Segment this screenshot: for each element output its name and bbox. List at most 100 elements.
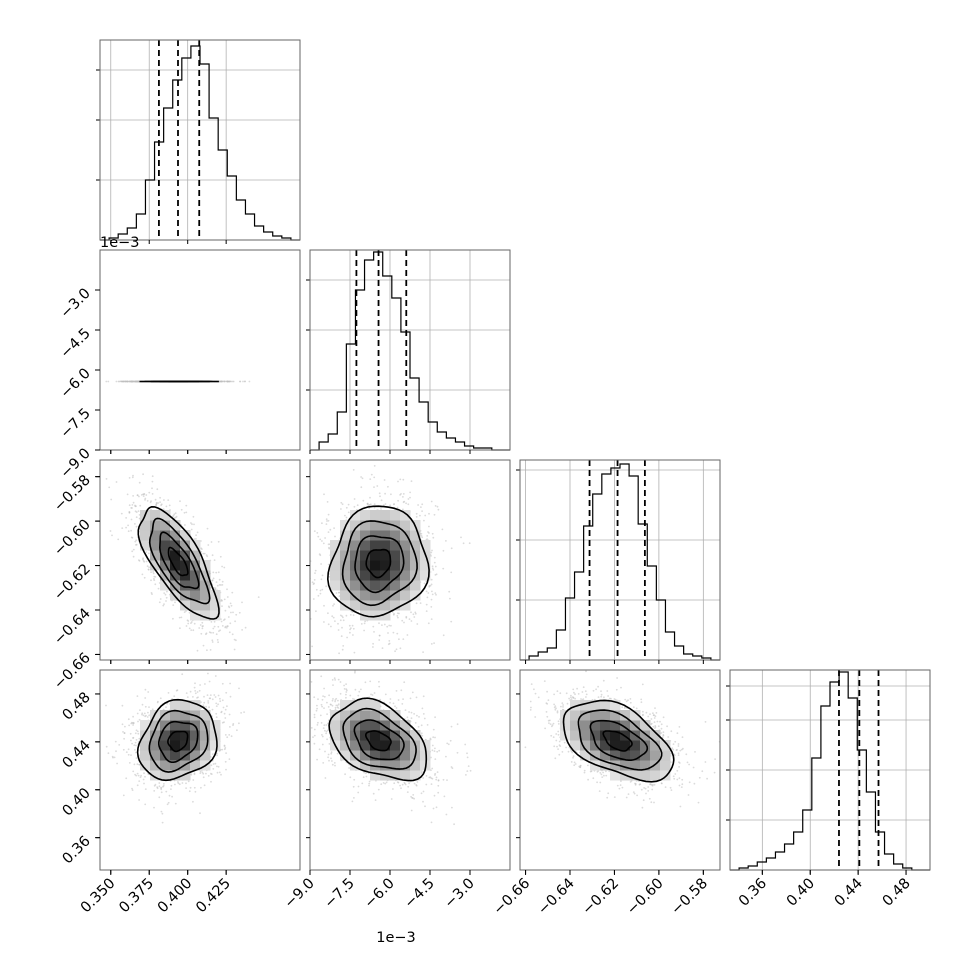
scatter-panel-1-2 — [309, 459, 511, 661]
sample-point — [330, 625, 332, 628]
sample-point — [221, 380, 224, 383]
sample-point — [430, 618, 433, 620]
sample-point — [212, 577, 215, 580]
sample-point — [352, 469, 355, 471]
density-cell — [400, 540, 411, 551]
sample-point — [147, 552, 150, 555]
sample-point — [318, 553, 321, 555]
sample-point — [342, 619, 345, 622]
sample-point — [425, 590, 428, 593]
sample-point — [431, 549, 433, 552]
sample-point — [396, 506, 399, 509]
sample-point — [221, 580, 224, 583]
sample-point — [212, 763, 215, 765]
sample-point — [428, 532, 430, 534]
sample-point — [210, 587, 212, 589]
sample-point — [423, 519, 425, 522]
sample-point — [224, 609, 227, 612]
sample-point — [150, 592, 153, 594]
density-cell — [200, 580, 211, 591]
contour-line-level-1 — [158, 531, 200, 590]
sample-point — [200, 632, 203, 635]
sample-point — [158, 601, 161, 604]
sample-point — [403, 621, 405, 624]
sample-point — [431, 532, 434, 535]
sample-point — [326, 501, 329, 503]
sample-point — [426, 535, 429, 537]
sample-point — [193, 523, 195, 526]
sample-point — [142, 714, 145, 717]
density-cell — [350, 600, 361, 611]
sample-point — [361, 477, 364, 480]
sample-point — [345, 506, 348, 509]
density-cell — [330, 560, 341, 571]
sample-point — [414, 611, 417, 614]
sample-point — [153, 575, 156, 578]
sample-point — [221, 605, 223, 607]
density-cell — [380, 580, 391, 591]
sample-point — [178, 616, 181, 619]
histogram-panel-3 — [726, 669, 931, 874]
sample-point — [134, 510, 137, 513]
sample-point — [410, 611, 412, 614]
sample-point — [224, 708, 227, 711]
sample-point — [111, 534, 113, 537]
density-cell — [200, 610, 211, 621]
sample-point — [378, 639, 381, 641]
sample-point — [221, 565, 224, 568]
sample-point — [445, 540, 447, 542]
sample-point — [368, 504, 370, 506]
sample-point — [428, 512, 430, 515]
sample-point — [363, 622, 366, 625]
sample-point — [233, 648, 236, 651]
sample-point — [346, 636, 348, 639]
sample-point — [179, 627, 181, 630]
density-cell — [400, 560, 411, 571]
sample-point — [126, 493, 129, 496]
density-cell — [170, 560, 181, 571]
sample-point — [379, 495, 381, 498]
sample-point — [433, 642, 435, 644]
sample-point — [341, 626, 343, 629]
sample-point — [130, 518, 133, 521]
sample-point — [128, 504, 131, 507]
density-cell — [370, 580, 381, 591]
sample-point — [242, 380, 244, 383]
sample-point — [332, 604, 334, 607]
sample-point — [227, 616, 230, 618]
sample-point — [421, 536, 424, 539]
sample-point — [223, 748, 226, 751]
sample-point — [211, 708, 214, 711]
sample-point — [223, 618, 226, 621]
sample-point — [157, 502, 160, 504]
density-cell — [360, 600, 371, 611]
sample-point — [373, 631, 375, 633]
sample-point — [141, 703, 144, 706]
sample-point — [224, 626, 227, 629]
sample-point — [378, 622, 380, 625]
density-cell — [390, 600, 401, 611]
sample-point — [125, 517, 127, 519]
sample-point — [164, 593, 167, 596]
density-cell — [370, 540, 381, 551]
sample-point — [416, 623, 419, 625]
sample-point — [321, 574, 324, 577]
sample-point — [427, 622, 430, 625]
density-cell — [400, 520, 411, 531]
sample-point — [141, 573, 144, 576]
sample-point — [321, 540, 323, 542]
sample-point — [351, 624, 354, 627]
density-cell — [410, 560, 421, 571]
sample-point — [108, 486, 111, 489]
sample-point — [135, 516, 138, 519]
density-cell — [380, 560, 391, 571]
density-cell — [420, 570, 431, 581]
density-cell — [380, 600, 391, 611]
sample-point — [229, 602, 232, 605]
density-cell — [420, 560, 431, 571]
density-cell — [350, 510, 361, 521]
density-cell — [190, 610, 201, 621]
sample-point — [117, 538, 120, 541]
sample-point — [234, 620, 237, 623]
sample-point — [432, 569, 435, 571]
